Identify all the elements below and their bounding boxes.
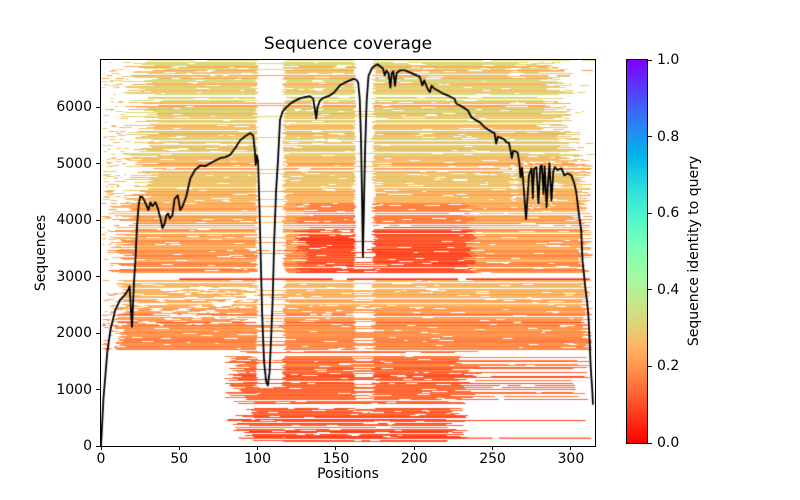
colorbar-label: Sequence identity to query — [686, 155, 702, 347]
x-tick-mark — [492, 446, 494, 450]
colorbar-tick-label: 0.6 — [657, 205, 680, 222]
y-tick-label: 1000 — [56, 381, 92, 398]
y-tick-mark — [96, 445, 100, 447]
x-tick-label: 300 — [557, 451, 585, 467]
x-tick-mark — [178, 446, 180, 450]
colorbar-border — [626, 59, 648, 444]
x-tick-mark — [570, 446, 572, 450]
x-tick-label: 200 — [400, 451, 428, 467]
x-tick-label: 0 — [96, 451, 106, 467]
plot-border — [100, 59, 596, 447]
x-tick-label: 50 — [170, 451, 189, 467]
y-tick-label: 0 — [83, 438, 92, 454]
x-tick-label: 150 — [322, 451, 350, 467]
colorbar-tick-mark — [648, 212, 652, 214]
y-tick-label: 3000 — [56, 268, 92, 285]
y-tick-mark — [96, 332, 100, 334]
colorbar-tick-mark — [648, 442, 652, 444]
x-tick-mark — [257, 446, 259, 450]
colorbar-tick-label: 1.0 — [657, 52, 680, 68]
x-tick-mark — [413, 446, 415, 450]
y-tick-mark — [96, 276, 100, 278]
colorbar-canvas — [627, 60, 647, 443]
y-tick-label: 4000 — [56, 212, 92, 229]
colorbar-tick-label: 0.8 — [657, 128, 680, 145]
colorbar-tick-label: 0.4 — [657, 281, 680, 298]
y-tick-mark — [96, 106, 100, 108]
colorbar-tick-label: 0.0 — [657, 435, 680, 451]
y-tick-mark — [96, 389, 100, 391]
chart-title: Sequence coverage — [263, 34, 433, 54]
colorbar-tick-mark — [648, 136, 652, 138]
y-tick-mark — [96, 163, 100, 165]
x-axis-label: Positions — [317, 466, 379, 482]
y-tick-label: 6000 — [56, 99, 92, 116]
x-tick-mark — [100, 446, 102, 450]
y-tick-label: 5000 — [56, 155, 92, 172]
x-tick-mark — [335, 446, 337, 450]
x-tick-label: 100 — [244, 451, 271, 467]
y-tick-mark — [96, 219, 100, 221]
colorbar-tick-mark — [648, 59, 652, 61]
colorbar-tick-label: 0.2 — [657, 358, 680, 375]
colorbar-tick-mark — [648, 289, 652, 291]
x-tick-label: 250 — [479, 451, 506, 467]
y-axis-label: Sequences — [33, 214, 49, 292]
msa-heatmap-canvas — [101, 60, 595, 446]
y-tick-label: 2000 — [56, 325, 92, 342]
colorbar-tick-mark — [648, 365, 652, 367]
